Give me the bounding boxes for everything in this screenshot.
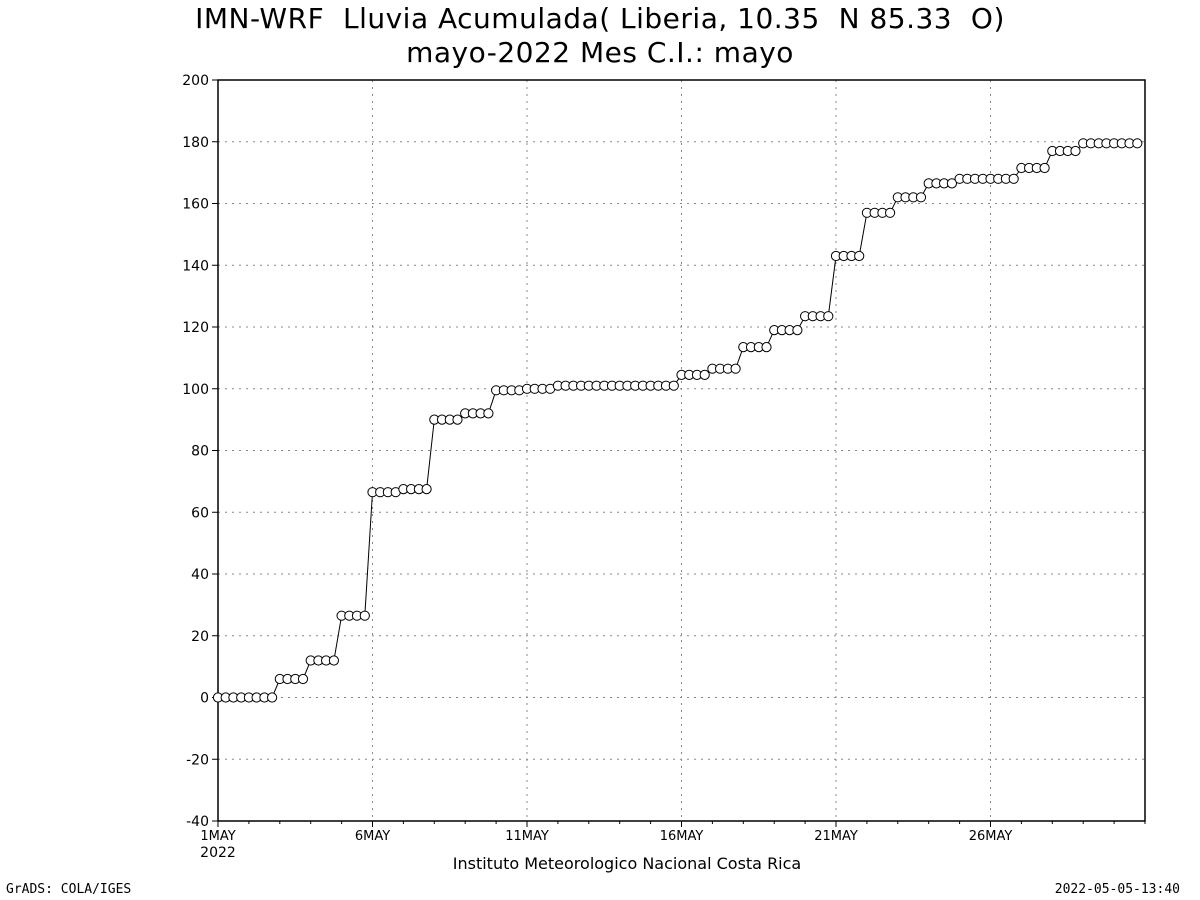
data-point	[328, 655, 339, 666]
data-point	[730, 363, 741, 374]
x-tick-label: 1MAY	[200, 829, 235, 844]
y-tick-label: 60	[191, 505, 209, 521]
footer-credit: GrADS: COLA/IGES	[6, 882, 132, 897]
data-point	[267, 692, 278, 703]
y-tick-label: -20	[186, 752, 209, 768]
y-tick-label: 20	[191, 629, 209, 645]
data-point	[421, 484, 432, 495]
x-tick-label: 11MAY	[505, 829, 549, 844]
data-point	[946, 178, 958, 189]
y-tick-label: 0	[200, 691, 209, 707]
data-point	[915, 192, 927, 203]
y-tick-label: 120	[182, 320, 209, 336]
data-point	[1008, 173, 1019, 184]
data-point	[885, 207, 896, 218]
y-tick-label: 160	[182, 197, 209, 213]
data-point	[668, 380, 679, 391]
series-markers	[212, 138, 1143, 703]
data-point	[297, 673, 309, 685]
y-tick-label: 100	[182, 382, 209, 398]
y-tick-label: 200	[182, 73, 209, 89]
data-point	[483, 408, 494, 419]
x-tick-label: 21MAY	[814, 829, 858, 844]
y-tick-label: -40	[186, 814, 209, 830]
x-tick-label: 6MAY	[355, 829, 390, 844]
data-point	[1039, 162, 1050, 174]
chart-title: IMN-WRF Lluvia Acumulada( Liberia, 10.35…	[195, 2, 1005, 35]
footer-timestamp: 2022-05-05-13:40	[1054, 882, 1180, 897]
x-tick-label: 16MAY	[660, 829, 704, 844]
grid-lines	[218, 80, 1145, 821]
data-point	[1132, 138, 1143, 149]
axes: -40 -20 0 20 40 60 80 100 120 140 160 180 200 1MAY202…	[182, 73, 1146, 861]
data-point	[699, 369, 710, 380]
y-tick-label: 140	[182, 258, 209, 274]
x-tick-label: 26MAY	[969, 829, 1013, 844]
x-axis-label: Instituto Meteorologico Nacional Costa R…	[453, 854, 801, 873]
data-point	[452, 414, 463, 425]
y-tick-label: 80	[191, 444, 209, 460]
data-point	[823, 311, 834, 322]
data-point	[359, 610, 370, 621]
data-point	[792, 325, 803, 336]
data-point	[854, 250, 865, 262]
data-point	[761, 342, 772, 353]
data-point	[1070, 145, 1081, 157]
y-tick-label: 40	[191, 567, 209, 583]
y-tick-label: 180	[182, 135, 209, 151]
x-tick-sublabel: 2022	[200, 845, 236, 861]
chart-subtitle: mayo-2022 Mes C.I.: mayo	[406, 36, 794, 69]
